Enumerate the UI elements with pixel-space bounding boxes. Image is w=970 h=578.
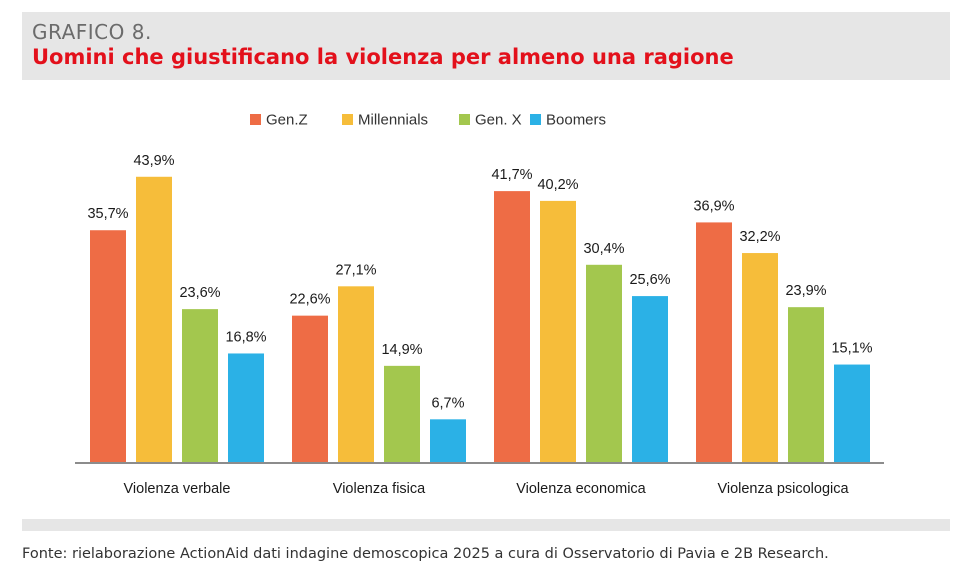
legend-item: Boomers — [530, 112, 606, 129]
bar — [742, 253, 778, 463]
legend-item: Gen. X — [459, 112, 522, 129]
data-label: 15,1% — [831, 341, 872, 357]
category-label: Violenza economica — [516, 481, 646, 497]
legend-label: Boomers — [546, 112, 606, 129]
bar — [384, 365, 420, 463]
bar — [696, 222, 732, 463]
legend-label: Millennials — [358, 112, 428, 129]
bar — [834, 364, 870, 463]
bar — [338, 286, 374, 463]
data-label: 23,6% — [179, 285, 220, 301]
data-label: 40,2% — [537, 177, 578, 193]
bar — [90, 230, 126, 463]
data-label: 32,2% — [739, 229, 780, 245]
data-label: 25,6% — [629, 272, 670, 288]
chart-area: Gen.Z Millennials Gen. X Boomers 35,7% 43,9% 2… — [0, 100, 970, 510]
data-label: 6,7% — [431, 395, 464, 411]
data-label: 30,4% — [583, 241, 624, 257]
chart-title: Uomini che giustificano la violenza per … — [32, 45, 734, 69]
chart-header: GRAFICO 8. Uomini che giustificano la vi… — [22, 12, 950, 80]
data-label: 22,6% — [289, 292, 330, 308]
legend-item: Millennials — [342, 112, 428, 129]
bar — [182, 309, 218, 463]
category-label: Violenza fisica — [333, 481, 426, 497]
bar — [430, 419, 466, 463]
legend-label: Gen.Z — [266, 112, 308, 129]
bar-chart: Gen.Z Millennials Gen. X Boomers 35,7% 43,9% 2… — [75, 112, 884, 497]
legend-label: Gen. X — [475, 112, 522, 129]
category-label: Violenza psicologica — [717, 481, 849, 497]
bar — [228, 353, 264, 463]
legend-item: Gen.Z — [250, 112, 308, 129]
legend-swatch — [459, 114, 470, 125]
source-note: Fonte: rielaborazione ActionAid dati ind… — [22, 546, 829, 562]
data-label: 23,9% — [785, 283, 826, 299]
bar — [494, 191, 530, 463]
legend-swatch — [342, 114, 353, 125]
bar — [136, 176, 172, 463]
footer-divider — [22, 519, 950, 531]
data-label: 16,8% — [225, 329, 266, 345]
bar — [540, 200, 576, 463]
category-label: Violenza verbale — [124, 481, 231, 497]
legend-swatch — [530, 114, 541, 125]
data-label: 41,7% — [491, 167, 532, 183]
data-label: 35,7% — [87, 206, 128, 222]
bar — [292, 315, 328, 463]
data-label: 36,9% — [693, 198, 734, 214]
bar — [632, 296, 668, 463]
bar — [586, 264, 622, 463]
bar — [788, 307, 824, 463]
chart-number-label: GRAFICO 8. — [32, 20, 152, 44]
data-label: 43,9% — [133, 153, 174, 169]
data-label: 27,1% — [335, 262, 376, 278]
data-label: 14,9% — [381, 342, 422, 358]
legend-swatch — [250, 114, 261, 125]
